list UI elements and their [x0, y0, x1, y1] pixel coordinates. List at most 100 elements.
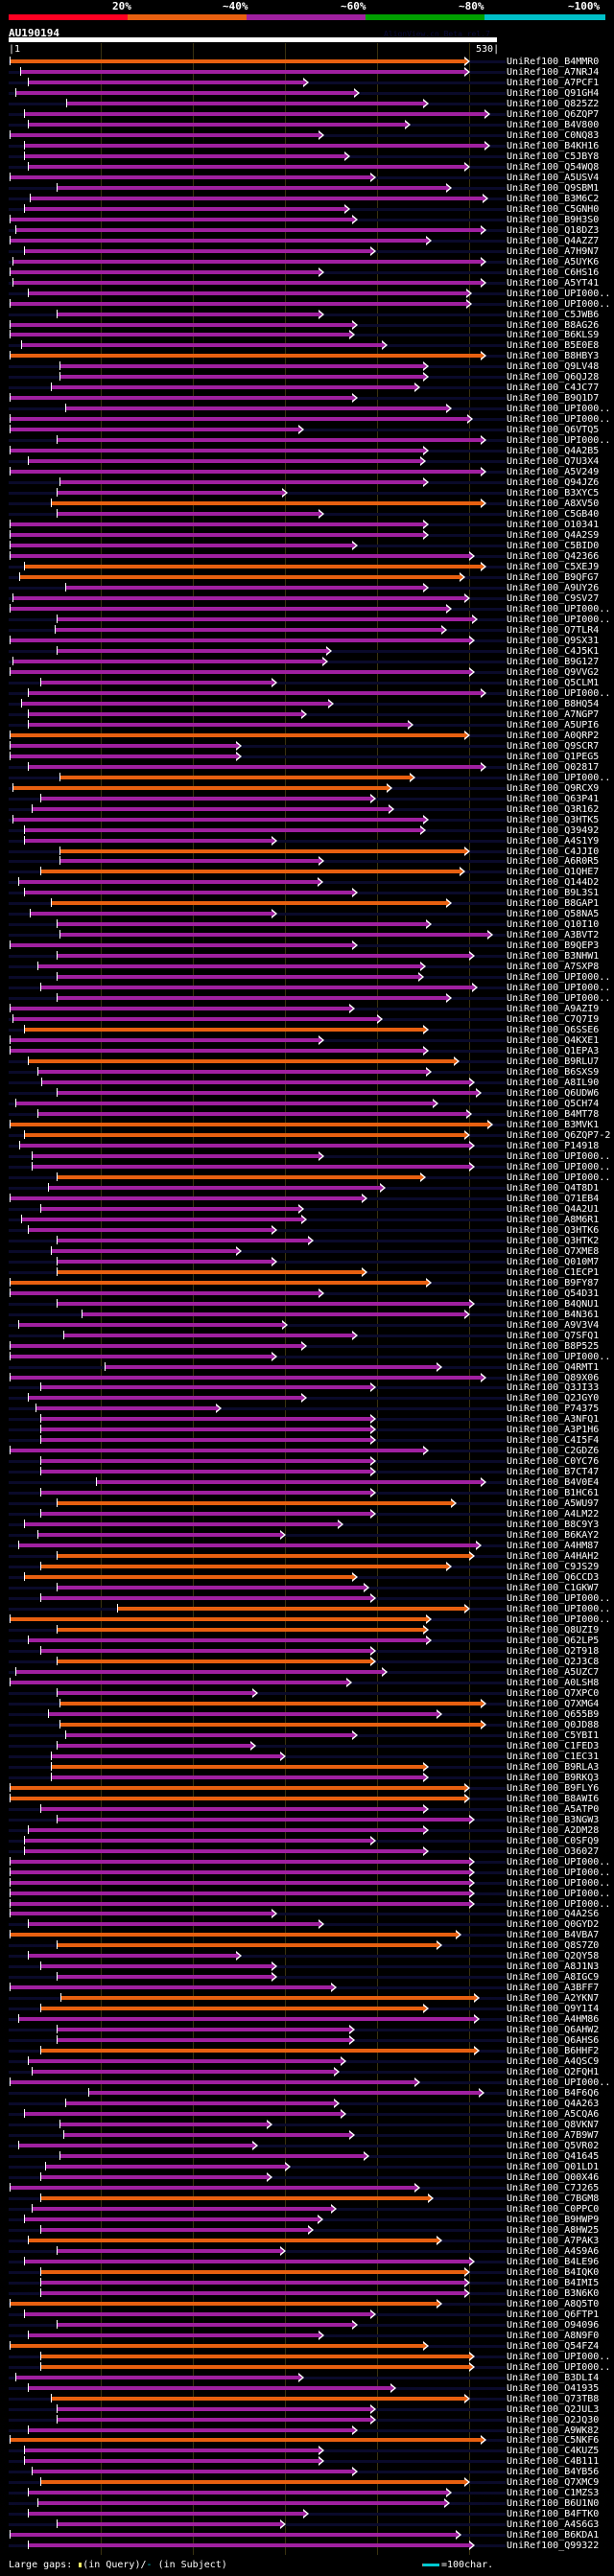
hit-row[interactable]: UniRef100_A3BVT2 — [0, 930, 614, 940]
hit-row[interactable]: UniRef100_Q7XMC9 — [0, 2477, 614, 2488]
alignment-bar[interactable] — [39, 1417, 371, 1421]
alignment-bar[interactable] — [10, 1902, 469, 1906]
hit-name-link[interactable]: UniRef100_Q9LV48 — [507, 361, 600, 372]
hit-row[interactable]: UniRef100_A4QSC9 — [0, 2056, 614, 2067]
hit-name-link[interactable]: UniRef100_Q02817 — [507, 762, 600, 773]
hit-name-link[interactable]: UniRef100_A7PAK3 — [507, 2236, 600, 2246]
hit-row[interactable]: UniRef100_UPI000.. — [0, 983, 614, 993]
alignment-bar[interactable] — [10, 533, 423, 537]
alignment-bar[interactable] — [20, 343, 382, 347]
hit-row[interactable]: UniRef100_B9G127 — [0, 657, 614, 667]
alignment-bar[interactable] — [48, 1186, 380, 1190]
hit-name-link[interactable]: UniRef100_UPI000.. — [507, 435, 611, 446]
hit-row[interactable]: UniRef100_A7PAK3 — [0, 2236, 614, 2246]
hit-row[interactable]: UniRef100_C1EC31 — [0, 1752, 614, 1762]
hit-row[interactable]: UniRef100_Q41645 — [0, 2151, 614, 2162]
hit-name-link[interactable]: UniRef100_B4V800 — [507, 120, 600, 130]
hit-name-link[interactable]: UniRef100_P74375 — [507, 1404, 600, 1414]
hit-name-link[interactable]: UniRef100_B7CT47 — [507, 1467, 600, 1477]
hit-name-link[interactable]: UniRef100_A7SXP8 — [507, 962, 600, 972]
alignment-bar[interactable] — [59, 933, 488, 937]
alignment-bar[interactable] — [10, 1881, 469, 1885]
hit-name-link[interactable]: UniRef100_A6R0R5 — [507, 856, 600, 867]
alignment-bar[interactable] — [10, 449, 423, 453]
hit-row[interactable]: UniRef100_A4HM86 — [0, 2014, 614, 2025]
hit-name-link[interactable]: UniRef100_B4FTK0 — [507, 2509, 600, 2519]
hit-row[interactable]: UniRef100_C1GKW7 — [0, 1583, 614, 1593]
alignment-bar[interactable] — [35, 1406, 216, 1410]
hit-name-link[interactable]: UniRef100_B4MMR0 — [507, 57, 600, 67]
hit-row[interactable]: UniRef100_UPI000.. — [0, 993, 614, 1004]
alignment-bar[interactable] — [24, 112, 485, 116]
alignment-bar[interactable] — [87, 2091, 479, 2095]
hit-row[interactable]: UniRef100_UPI000.. — [0, 404, 614, 414]
alignment-bar[interactable] — [59, 364, 423, 368]
hit-name-link[interactable]: UniRef100_UPI000.. — [507, 993, 611, 1004]
alignment-bar[interactable] — [10, 522, 423, 526]
hit-name-link[interactable]: UniRef100_B9RKQ3 — [507, 1773, 600, 1783]
hit-row[interactable]: UniRef100_Q4T8D1 — [0, 1183, 614, 1194]
hit-row[interactable]: UniRef100_UPI000.. — [0, 1614, 614, 1625]
alignment-bar[interactable] — [28, 1922, 319, 1926]
hit-name-link[interactable]: UniRef100_UPI000.. — [507, 1604, 611, 1614]
hit-row[interactable]: UniRef100_Q1PEG5 — [0, 752, 614, 762]
alignment-bar[interactable] — [10, 1291, 319, 1295]
alignment-bar[interactable] — [64, 586, 423, 590]
alignment-bar[interactable] — [19, 70, 465, 74]
alignment-bar[interactable] — [10, 2533, 456, 2537]
alignment-bar[interactable] — [12, 786, 387, 790]
hit-row[interactable]: UniRef100_Q4A2U1 — [0, 1204, 614, 1215]
hit-row[interactable]: UniRef100_UPI000.. — [0, 435, 614, 446]
hit-name-link[interactable]: UniRef100_Q2JGY0 — [507, 1393, 600, 1404]
hit-name-link[interactable]: UniRef100_P14918 — [507, 1141, 600, 1151]
alignment-bar[interactable] — [32, 2207, 331, 2211]
alignment-bar[interactable] — [56, 1554, 469, 1558]
hit-name-link[interactable]: UniRef100_B9RLU7 — [507, 1056, 600, 1067]
hit-row[interactable]: UniRef100_Q2JQ30 — [0, 2415, 614, 2425]
hit-name-link[interactable]: UniRef100_B6U1N0 — [507, 2498, 600, 2509]
hit-name-link[interactable]: UniRef100_Q4KXE1 — [507, 1035, 600, 1046]
hit-name-link[interactable]: UniRef100_Q7XME8 — [507, 1246, 600, 1257]
alignment-bar[interactable] — [28, 2239, 437, 2242]
hit-name-link[interactable]: UniRef100_Q4A263 — [507, 2099, 600, 2109]
alignment-bar[interactable] — [24, 207, 345, 211]
hit-name-link[interactable]: UniRef100_A5UZC7 — [507, 1667, 600, 1678]
alignment-bar[interactable] — [10, 1123, 488, 1126]
alignment-bar[interactable] — [39, 1649, 371, 1653]
alignment-bar[interactable] — [10, 133, 319, 137]
hit-row[interactable]: UniRef100_B9RKQ3 — [0, 1773, 614, 1783]
alignment-bar[interactable] — [14, 91, 354, 95]
alignment-bar[interactable] — [28, 2512, 304, 2516]
hit-row[interactable]: UniRef100_C7J265 — [0, 2183, 614, 2193]
alignment-bar[interactable] — [39, 1470, 371, 1474]
alignment-bar[interactable] — [56, 2522, 281, 2526]
hit-row[interactable]: UniRef100_B3NGW3 — [0, 1815, 614, 1825]
alignment-bar[interactable] — [51, 1765, 423, 1769]
hit-name-link[interactable]: UniRef100_Q4AZZ7 — [507, 236, 600, 246]
hit-row[interactable]: UniRef100_Q63P41 — [0, 794, 614, 804]
hit-name-link[interactable]: UniRef100_Q8UZI9 — [507, 1625, 600, 1636]
hit-row[interactable]: UniRef100_B9FLY6 — [0, 1783, 614, 1794]
hit-name-link[interactable]: UniRef100_B4VBA7 — [507, 1930, 600, 1940]
alignment-bar[interactable] — [39, 1964, 272, 1968]
alignment-bar[interactable] — [56, 1943, 437, 1947]
alignment-bar[interactable] — [10, 1007, 350, 1010]
hit-name-link[interactable]: UniRef100_Q6FTP1 — [507, 2309, 600, 2320]
hit-row[interactable]: UniRef100_A4LM22 — [0, 1509, 614, 1520]
hit-name-link[interactable]: UniRef100_Q6ZQP7 — [507, 109, 600, 120]
hit-name-link[interactable]: UniRef100_Q9Y1I4 — [507, 2004, 600, 2014]
hit-name-link[interactable]: UniRef100_Q1QHE7 — [507, 867, 600, 877]
hit-row[interactable]: UniRef100_A5UYK6 — [0, 257, 614, 267]
hit-row[interactable]: UniRef100_Q5CH74 — [0, 1099, 614, 1109]
alignment-bar[interactable] — [10, 1933, 456, 1937]
hit-row[interactable]: UniRef100_Q6CCD3 — [0, 1572, 614, 1583]
hit-row[interactable]: UniRef100_Q91GH4 — [0, 88, 614, 99]
hit-row[interactable]: UniRef100_B9RLA3 — [0, 1762, 614, 1773]
hit-name-link[interactable]: UniRef100_UPI000.. — [507, 1899, 611, 1910]
alignment-bar[interactable] — [39, 1491, 371, 1495]
hit-row[interactable]: UniRef100_UPI000.. — [0, 1352, 614, 1362]
alignment-bar[interactable] — [32, 2070, 334, 2074]
hit-row[interactable]: UniRef100_B8AG26 — [0, 320, 614, 331]
hit-name-link[interactable]: UniRef100_Q18DZ3 — [507, 225, 600, 236]
alignment-bar[interactable] — [64, 406, 446, 410]
